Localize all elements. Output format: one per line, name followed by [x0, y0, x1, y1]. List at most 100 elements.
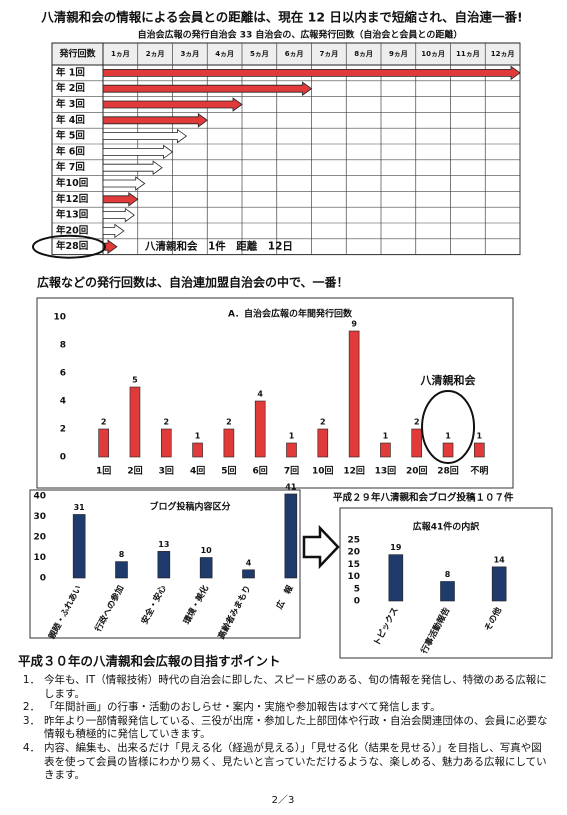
- x-tick-label: 4回: [190, 466, 205, 477]
- row-label: 年 1回: [56, 66, 85, 78]
- point-number: 2．: [22, 701, 40, 714]
- point-number: 3．: [22, 714, 40, 727]
- value-label: 1: [383, 432, 389, 441]
- x-tick-label: 1ヵ月: [111, 50, 130, 58]
- bar: [129, 386, 141, 458]
- value-label: 10: [201, 546, 213, 555]
- bar: [474, 442, 485, 458]
- arrow-bar: [102, 81, 313, 96]
- arrow-bar: [102, 144, 174, 160]
- bar: [223, 428, 235, 458]
- x-tick-label: 環境・美化: [181, 583, 211, 626]
- value-label: 2: [163, 418, 169, 427]
- x-tick-label: 親睦・ふれあい: [46, 583, 84, 641]
- bar: [442, 442, 454, 458]
- arrow-bar: [102, 207, 135, 223]
- x-tick-label: 高齢者みまもり: [216, 583, 254, 641]
- y-tick-label: 15: [347, 560, 360, 570]
- y-tick-label: 8: [60, 341, 66, 351]
- x-tick-label: 3ヵ月: [180, 50, 199, 58]
- x-tick-label: 20回: [406, 466, 428, 477]
- point-item: 2． 「年間計画」の行事・活動のおしらせ・案内・実施や参加報告はすべて発信します。: [20, 701, 552, 715]
- arrow-bar: [102, 176, 146, 191]
- y-tick-label: 20: [347, 548, 360, 558]
- value-label: 9: [351, 320, 357, 329]
- chart-frame: [339, 507, 553, 659]
- arrow-bar: [102, 65, 521, 81]
- value-label: 13: [158, 540, 169, 549]
- point-text: 「年間計画」の行事・活動のおしらせ・案内・実施や参加報告はすべて発信します。: [44, 701, 441, 714]
- value-label: 31: [74, 503, 86, 512]
- flow-arrow: [302, 524, 340, 570]
- x-tick-label: 1回: [96, 466, 111, 477]
- row-label: 年 2回: [56, 82, 85, 94]
- value-label: 4: [257, 390, 263, 399]
- y-tick-label: 10: [53, 313, 66, 323]
- row-label: 年 4回: [56, 114, 85, 126]
- bar: [491, 566, 507, 602]
- bar: [98, 428, 109, 458]
- chart-title: 自治会広報の発行自治会 33 自治会の、広報発行回数（自治会と会員との距離）: [138, 29, 463, 41]
- x-tick-label: 9ヵ月: [389, 50, 408, 58]
- bar: [286, 442, 297, 458]
- point-item: 3． 昨年より一部情報発信している、三役が出席・参加した上部団体や行政・自治会関連…: [20, 715, 552, 742]
- chart-frame: [36, 297, 514, 489]
- value-label: 2: [226, 418, 232, 427]
- page-number: 2／3: [272, 794, 295, 806]
- row-label: 年 5回: [56, 130, 85, 142]
- y-tick-label: 30: [33, 512, 46, 522]
- value-label: 8: [119, 550, 125, 559]
- point-number: 1．: [22, 674, 40, 686]
- annotation: 八清親和会: [420, 373, 477, 387]
- x-tick-label: 4ヵ月: [215, 50, 234, 58]
- value-label: 5: [132, 376, 138, 385]
- x-tick-label: 12ヵ月: [491, 50, 515, 58]
- chart-title: A．自治会広報の年間発行回数: [228, 308, 353, 320]
- arrow-bar: [102, 192, 139, 207]
- value-label: 1: [289, 432, 295, 441]
- y-tick-label: 6: [60, 369, 66, 379]
- x-tick-label: 12回: [343, 466, 365, 477]
- value-label: 14: [494, 555, 506, 564]
- point-number: 4．: [22, 741, 40, 754]
- x-tick-label: 行事活動報告: [418, 605, 452, 657]
- x-tick-label: 5ヵ月: [250, 50, 269, 58]
- x-tick-label: 2回: [127, 466, 142, 477]
- y-tick-label: 4: [60, 397, 66, 407]
- highlight-ellipse: [32, 234, 106, 259]
- value-label: 8: [445, 570, 451, 579]
- x-tick-label: 行政への参加: [92, 583, 126, 634]
- bar: [380, 442, 391, 458]
- row-label: 年 7回: [56, 161, 85, 173]
- bar: [157, 551, 171, 579]
- arrow-bar: [102, 97, 243, 112]
- row-label: 年10回: [56, 177, 88, 189]
- x-tick-label: 不明: [470, 466, 488, 477]
- x-tick-label: トピックス: [371, 605, 401, 647]
- bar: [192, 442, 203, 458]
- bar: [348, 330, 360, 458]
- y-tick-label: 0: [354, 597, 360, 607]
- value-label: 4: [246, 558, 252, 567]
- row-label: 年13回: [56, 209, 88, 221]
- y-tick-label: 2: [60, 425, 66, 435]
- x-tick-label: 13回: [375, 466, 397, 477]
- highlight-ellipse: [421, 390, 476, 464]
- section-heading: 広報などの発行回数は、自治連加盟自治会の中で、一番！: [37, 275, 349, 290]
- y-tick-label: 25: [347, 536, 360, 546]
- bar: [199, 557, 213, 579]
- x-tick-label: 10ヵ月: [421, 50, 445, 58]
- x-tick-label: 安全・安心: [139, 583, 169, 626]
- row-label: 年12回: [56, 193, 88, 205]
- value-label: 2: [414, 418, 420, 427]
- x-tick-label: 5回: [221, 466, 236, 477]
- arrow-bar: [102, 113, 208, 128]
- y-tick-label: 40: [33, 492, 46, 502]
- x-tick-label: 2ヵ月: [146, 50, 165, 58]
- x-tick-label: 28回: [437, 466, 459, 477]
- bar: [440, 581, 455, 602]
- point-item: 4． 内容、編集も、出来るだけ「見える化（経過が見える）」「見せる化（結果を見せる…: [20, 742, 552, 783]
- bar: [411, 428, 423, 458]
- value-label: 2: [101, 418, 107, 427]
